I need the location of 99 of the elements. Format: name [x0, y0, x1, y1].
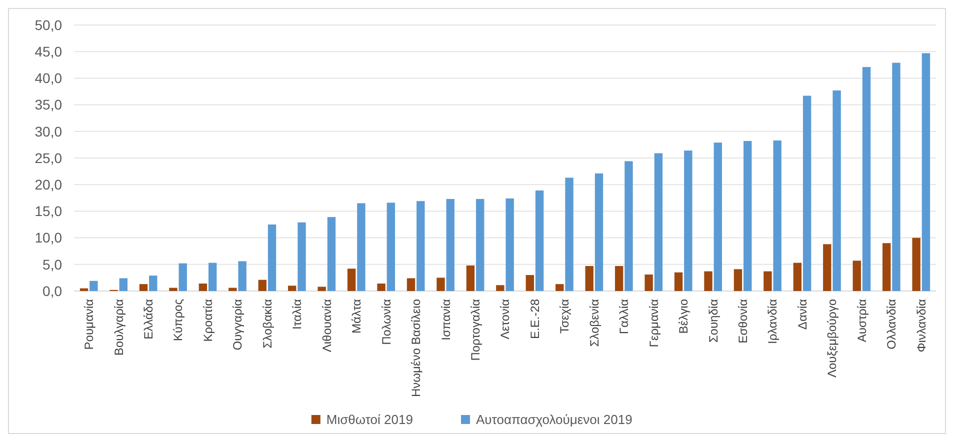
- bar: [298, 222, 306, 291]
- bar: [912, 238, 920, 291]
- bar: [565, 178, 574, 291]
- bar: [882, 243, 891, 291]
- x-tick-label: Αυστρία: [854, 298, 869, 342]
- bar: [446, 198, 454, 291]
- bar: [535, 190, 544, 291]
- y-tick-label: 30,0: [34, 123, 62, 140]
- bar: [208, 262, 217, 291]
- bar: [773, 140, 782, 291]
- bar: [386, 202, 396, 291]
- bar: [466, 265, 475, 291]
- y-tick-label: 40,0: [34, 70, 62, 86]
- y-tick-label: 25,0: [34, 150, 62, 166]
- x-tick-label: Ηνωμένο Βασίλειο: [409, 298, 424, 398]
- y-tick-label: 35,0: [34, 96, 62, 113]
- bar: [614, 266, 624, 291]
- bar: [862, 67, 871, 291]
- legend-label: Αυτοαπασχολούμενοι 2019: [476, 412, 632, 427]
- bar: [734, 269, 742, 291]
- bar: [80, 288, 88, 291]
- bar: [585, 266, 594, 291]
- bar: [149, 276, 158, 291]
- bar: [654, 153, 663, 291]
- x-tick-label: Ιταλία: [290, 298, 304, 330]
- bar: [892, 62, 900, 291]
- x-tick-label: Ρουμανία: [82, 298, 96, 350]
- x-tick-label: Ολλανδία: [884, 298, 899, 350]
- bar: [228, 288, 237, 291]
- y-tick-label: 5,0: [42, 256, 62, 272]
- bar: [258, 280, 266, 291]
- bar: [526, 275, 534, 291]
- bar: [823, 244, 832, 291]
- x-tick-label: Κύπρος: [171, 298, 186, 342]
- y-tick-label: 10,0: [34, 230, 62, 246]
- x-tick-label: Φινλανδία: [914, 298, 928, 352]
- bar: [178, 263, 187, 291]
- x-tick-label: Ελλάδα: [142, 298, 156, 340]
- x-tick-label: Τσεχία: [558, 298, 572, 334]
- bar: [318, 286, 326, 291]
- bar: [644, 274, 653, 291]
- bar: [744, 140, 752, 291]
- legend-label: Μισθωτοί 2019: [326, 412, 413, 427]
- bar: [357, 203, 366, 291]
- y-tick-label: 50,0: [34, 16, 62, 33]
- bar: [764, 271, 772, 291]
- bar: [288, 286, 296, 291]
- bar: [198, 284, 208, 291]
- bar: [238, 261, 246, 291]
- bar: [268, 224, 276, 291]
- bar: [704, 271, 712, 291]
- y-tick-label: 0,0: [42, 282, 62, 299]
- bar: [347, 268, 356, 291]
- x-tick-label: Ισπανία: [438, 298, 453, 340]
- x-tick-label: Εσθονία: [736, 298, 750, 344]
- bar: [496, 285, 504, 291]
- x-tick-label: Ε.Ε.-28: [528, 298, 542, 340]
- bar: [139, 284, 148, 291]
- bar: [406, 278, 416, 291]
- y-tick-label: 15,0: [34, 203, 62, 220]
- bar: [793, 262, 802, 291]
- x-tick-label: Πορτογαλία: [468, 298, 482, 361]
- x-tick-label: Σλοβακία: [260, 298, 274, 348]
- x-tick-label: Βουλγαρία: [112, 298, 126, 356]
- bar: [169, 288, 178, 291]
- x-tick-label: Γερμανία: [646, 298, 661, 348]
- y-tick-label: 45,0: [34, 44, 62, 60]
- bar: [377, 284, 386, 291]
- x-tick-label: Πολωνία: [379, 298, 394, 345]
- bar: [852, 260, 861, 291]
- x-tick-label: Σουηδία: [706, 298, 720, 343]
- bar: [624, 161, 633, 291]
- bar: [684, 150, 692, 291]
- bar: [922, 53, 930, 291]
- x-tick-label: Βέλγιο: [676, 298, 691, 334]
- x-tick-label: Δανία: [795, 298, 810, 330]
- bar: [506, 198, 514, 291]
- bar: [436, 278, 445, 291]
- x-tick-label: Γαλλία: [617, 298, 632, 334]
- bar: [327, 217, 336, 291]
- bar: [556, 284, 564, 291]
- x-tick-label: Ουγγαρία: [230, 298, 245, 350]
- bar: [476, 198, 484, 291]
- bar: [674, 272, 683, 291]
- x-tick-label: Λουξεμβούργο: [825, 298, 840, 378]
- bar: [416, 201, 425, 291]
- x-tick-label: Σλοβενία: [587, 298, 602, 347]
- bar: [802, 96, 812, 291]
- x-tick-label: Λετονία: [498, 298, 512, 340]
- x-tick-label: Μάλτα: [350, 298, 364, 334]
- bar: [832, 90, 841, 291]
- x-tick-label: Κροατία: [200, 298, 215, 342]
- bar: [119, 278, 128, 291]
- bar: [714, 142, 722, 291]
- bar: [90, 280, 98, 291]
- bar: [594, 173, 604, 291]
- y-tick-label: 20,0: [34, 176, 62, 192]
- x-tick-label: Ιρλανδία: [766, 298, 780, 344]
- x-tick-label: Λιθουανία: [320, 298, 334, 352]
